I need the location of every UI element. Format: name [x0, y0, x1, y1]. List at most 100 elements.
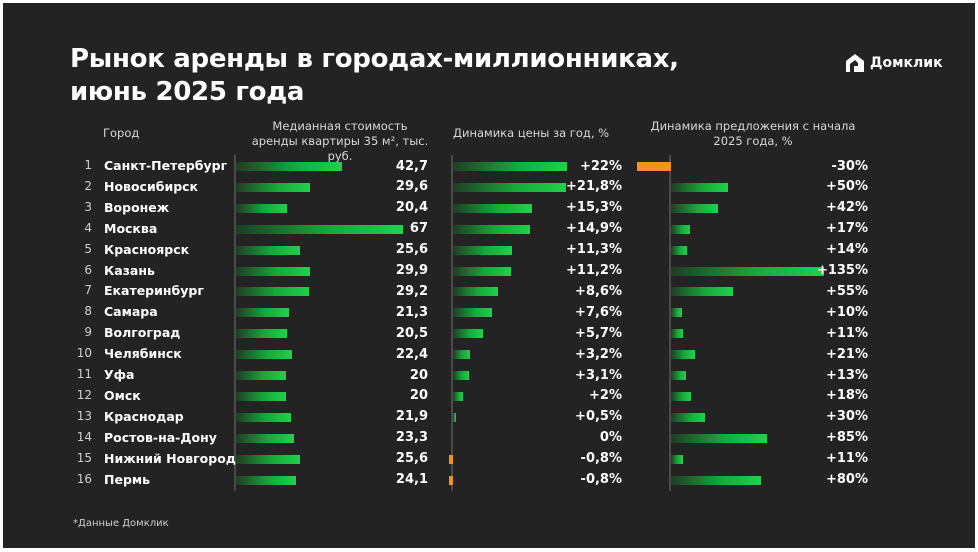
rank-number: 8 — [84, 304, 92, 319]
supply-bar — [671, 350, 695, 360]
city-label: Самара — [104, 304, 158, 320]
supply-bar — [671, 308, 683, 318]
supply-value-label: +50% — [825, 179, 868, 195]
rent-value-label: 22,4 — [395, 346, 428, 362]
rent-bar — [236, 433, 295, 443]
city-label: Краснодар — [104, 408, 184, 424]
price-bar — [453, 245, 512, 255]
rank-number: 6 — [84, 262, 92, 277]
price-axis — [451, 155, 453, 491]
rent-bar — [236, 350, 292, 360]
rent-value-label: 24,1 — [395, 472, 428, 487]
price-bar — [453, 224, 531, 234]
supply-value-label: +18% — [825, 388, 868, 404]
rank-number: 14 — [76, 429, 92, 444]
rent-value-label: 23,3 — [395, 430, 428, 446]
supply-axis — [669, 155, 671, 491]
supply-bar — [671, 182, 728, 192]
rank-number: 9 — [84, 325, 92, 340]
city-label: Ростов-на-Дону — [104, 429, 217, 445]
city-label: Красноярск — [104, 241, 190, 257]
rent-bar — [236, 245, 300, 255]
supply-bar — [671, 371, 686, 380]
price-value-label: -0,8% — [580, 472, 622, 487]
supply-bar — [671, 329, 684, 339]
price-bar — [453, 350, 470, 360]
rank-number: 10 — [76, 346, 92, 361]
price-value-label: -0,8% — [580, 451, 622, 467]
city-label: Омск — [104, 387, 141, 403]
price-value-label: +8,6% — [575, 283, 622, 299]
supply-bar — [671, 224, 691, 234]
rank-number: 11 — [76, 367, 92, 381]
price-bar — [453, 287, 498, 297]
supply-value-label: +13% — [825, 367, 868, 383]
price-value-label: +3,2% — [575, 346, 622, 362]
supply-bar — [671, 266, 824, 276]
price-bar — [448, 475, 453, 485]
supply-value-label: +30% — [825, 409, 868, 425]
supply-bar — [671, 203, 719, 213]
price-value-label: +21,8% — [566, 179, 622, 195]
rent-bar — [236, 308, 290, 318]
city-label: Новосибирск — [104, 178, 199, 194]
price-bar — [453, 391, 464, 401]
rent-bar — [236, 475, 296, 485]
rank-number: 15 — [76, 450, 92, 465]
supply-bar — [671, 475, 762, 485]
supply-value-label: +11% — [825, 451, 868, 467]
rent-value-label: 25,6 — [395, 242, 428, 258]
rent-bar — [236, 454, 300, 464]
rank-number: 16 — [76, 471, 92, 486]
supply-value-label: +21% — [825, 346, 868, 362]
infographic-panel: Рынок аренды в городах-миллионниках, июн… — [3, 3, 975, 548]
rent-bar — [236, 412, 291, 422]
rent-bar — [236, 371, 286, 380]
rank-number: 2 — [84, 178, 92, 193]
house-logo-icon — [846, 54, 864, 72]
price-bar — [453, 182, 566, 192]
rank-number: 4 — [84, 220, 92, 235]
rent-value-label: 20 — [409, 367, 428, 383]
rent-value-label: 20 — [409, 388, 428, 404]
city-label: Уфа — [104, 367, 135, 382]
city-label: Санкт-Петербург — [104, 158, 228, 173]
price-value-label: +2% — [589, 388, 622, 404]
supply-bar — [671, 412, 705, 422]
rank-number: 13 — [76, 408, 92, 423]
price-bar — [453, 203, 533, 213]
supply-value-label: -30% — [831, 158, 868, 174]
rent-bar — [236, 391, 286, 401]
rent-value-label: 20,5 — [395, 325, 428, 341]
price-bar — [453, 266, 512, 276]
footnote: *Данные Домклик — [73, 518, 169, 529]
rent-bar — [236, 203, 287, 213]
supply-bar — [671, 245, 687, 255]
price-value-label: +22% — [579, 158, 622, 174]
rank-number: 1 — [84, 158, 92, 172]
city-label: Челябинск — [104, 346, 182, 362]
price-bar — [453, 329, 483, 339]
rank-number: 5 — [84, 241, 92, 256]
rent-bar — [236, 266, 311, 276]
supply-bar — [637, 162, 671, 171]
supply-value-label: +14% — [825, 242, 868, 258]
supply-bar — [671, 391, 692, 401]
rank-number: 3 — [84, 199, 92, 214]
price-value-label: +7,6% — [575, 304, 622, 320]
rent-bar — [236, 182, 310, 192]
rent-bar — [236, 162, 343, 171]
supply-value-label: +11% — [825, 325, 868, 341]
rent-axis — [234, 155, 236, 491]
supply-value-label: +135% — [816, 263, 868, 278]
rank-number: 12 — [76, 387, 92, 402]
price-bar — [453, 371, 470, 380]
price-column-header: Динамика цены за год, % — [453, 126, 610, 140]
price-value-label: +0,5% — [575, 409, 622, 425]
supply-value-label: +42% — [825, 200, 868, 216]
price-bar — [453, 308, 493, 318]
rent-value-label: 29,2 — [395, 283, 428, 299]
price-value-label: +3,1% — [575, 367, 622, 383]
city-label: Екатеринбург — [104, 283, 204, 299]
city-column-header: Город — [103, 126, 140, 140]
